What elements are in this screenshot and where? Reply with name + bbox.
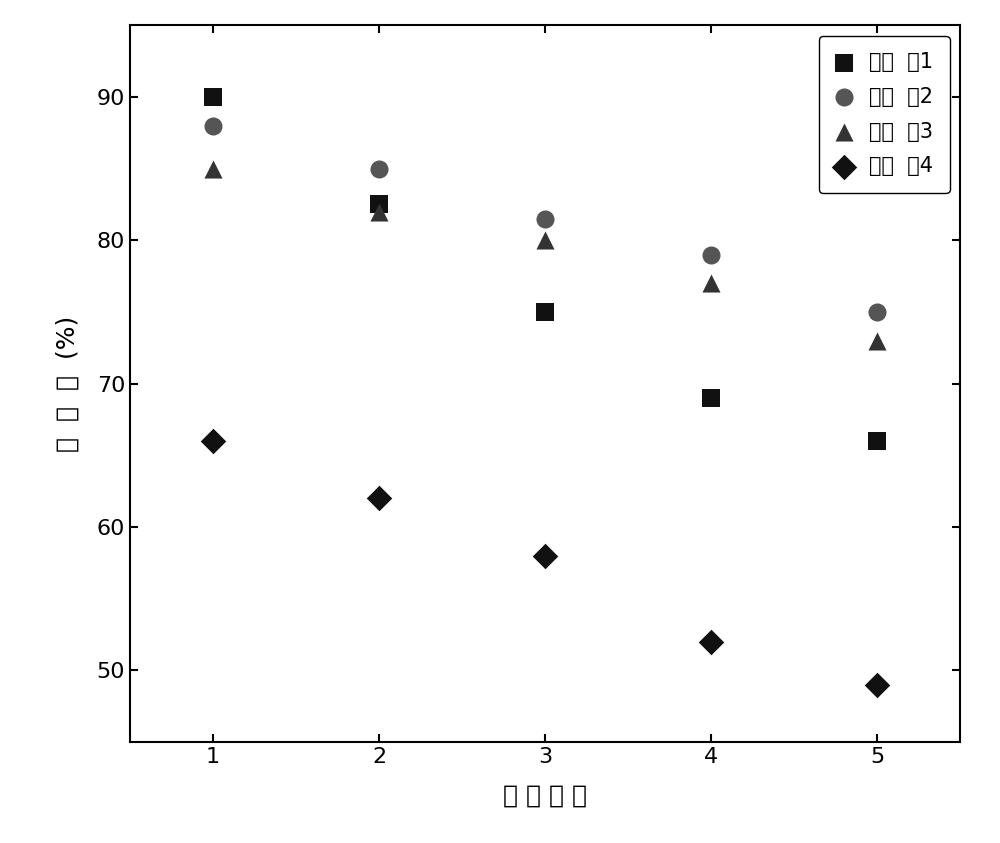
对比  例2 <box>703 248 719 261</box>
对比  例2 <box>205 119 221 132</box>
对比  例3 <box>869 334 885 347</box>
对比  例2 <box>869 305 885 319</box>
Y-axis label: 转  化  率  (%): 转 化 率 (%) <box>56 315 80 452</box>
对比  例4 <box>869 678 885 691</box>
对比  例1 <box>205 90 221 104</box>
对比  例3 <box>205 162 221 175</box>
对比  例3 <box>537 234 553 247</box>
对比  例1 <box>869 434 885 448</box>
对比  例2 <box>537 212 553 225</box>
X-axis label: 使 用 次 数: 使 用 次 数 <box>503 783 587 808</box>
对比  例1 <box>371 198 387 212</box>
对比  例4 <box>371 491 387 505</box>
对比  例3 <box>703 277 719 290</box>
对比  例4 <box>703 635 719 648</box>
对比  例2 <box>371 162 387 175</box>
对比  例4 <box>537 549 553 562</box>
Legend: 对比  例1, 对比  例2, 对比  例3, 对比  例4: 对比 例1, 对比 例2, 对比 例3, 对比 例4 <box>819 35 950 193</box>
对比  例1 <box>537 305 553 319</box>
对比  例3 <box>371 205 387 218</box>
对比  例1 <box>703 391 719 405</box>
对比  例4 <box>205 434 221 448</box>
